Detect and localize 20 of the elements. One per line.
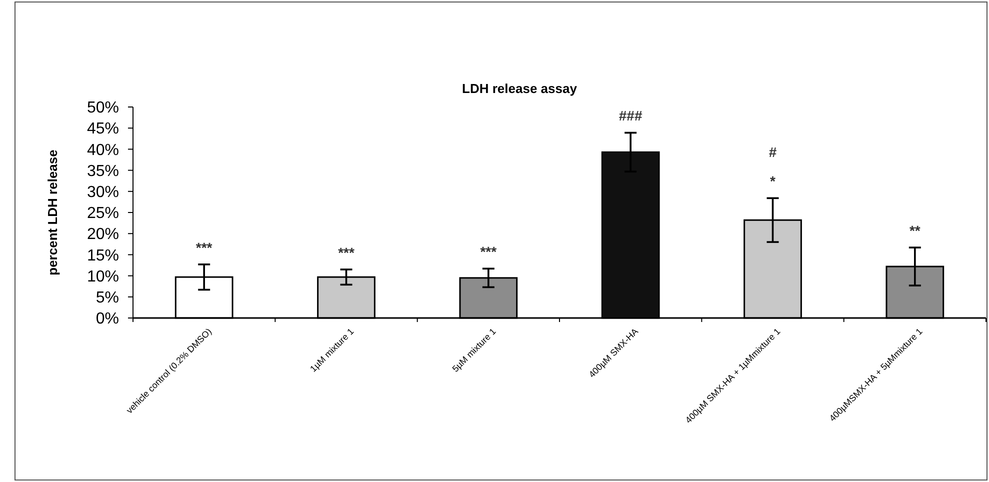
annotation: # — [768, 144, 777, 160]
annotation: ** — [909, 222, 921, 238]
y-tick-label: 25% — [86, 205, 119, 222]
y-tick-label: 40% — [86, 142, 119, 159]
y-tick-label: 0% — [96, 310, 119, 328]
y-tick-label: 35% — [86, 162, 119, 180]
y-tick-label: 45% — [86, 120, 119, 138]
annotation: * — [770, 173, 776, 190]
y-tick-label: 15% — [86, 247, 119, 264]
y-tick-label: 30% — [86, 184, 119, 201]
annotation: ### — [618, 108, 642, 124]
annotation: *** — [480, 244, 498, 260]
y-tick-label: 20% — [86, 226, 119, 244]
y-tick-label: 10% — [86, 268, 119, 286]
y-tick-label: 5% — [96, 290, 119, 306]
chart-title: LDH release assay — [462, 81, 578, 96]
annotation: *** — [196, 239, 213, 256]
y-tick-label: 50% — [86, 100, 119, 117]
annotation: *** — [338, 244, 355, 260]
y-axis-title: percent LDH release — [45, 150, 60, 276]
